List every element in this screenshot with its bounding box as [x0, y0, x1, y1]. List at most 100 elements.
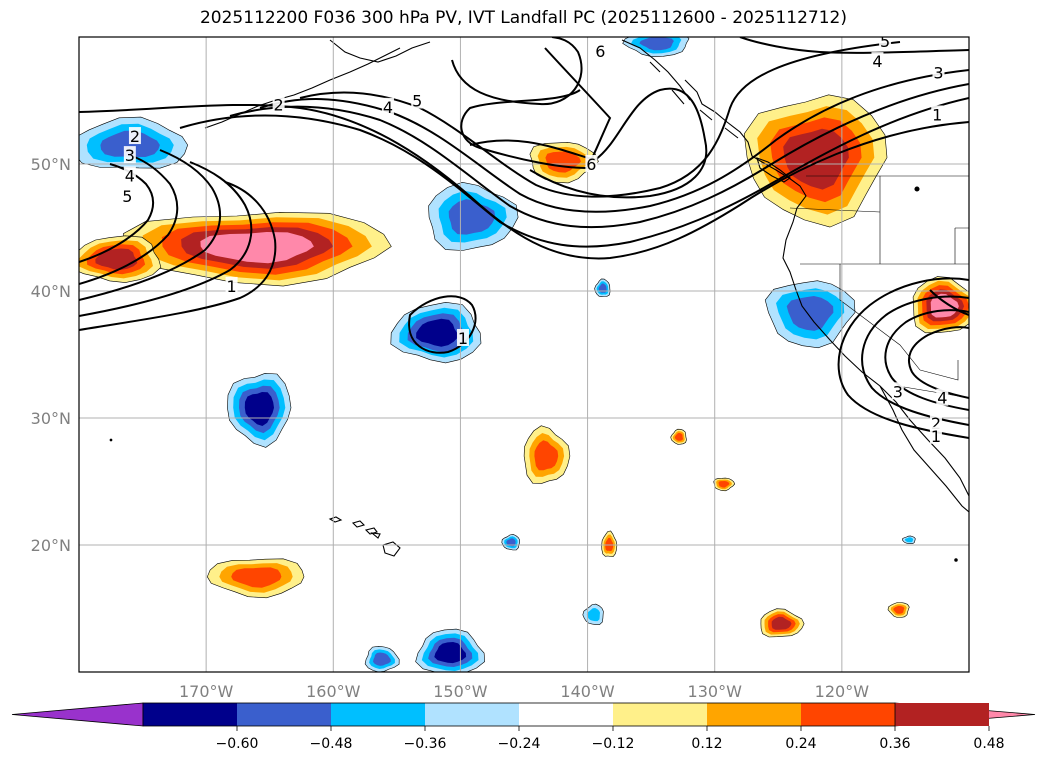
contour-label-halo [128, 127, 141, 145]
contour-label: 1 [932, 105, 942, 124]
colorbar-bin [519, 703, 613, 726]
latitude-tick-labels: 50°N 40°N 30°N 20°N [31, 155, 71, 555]
colorbar-bin [801, 703, 895, 726]
contour-label-halo [891, 382, 904, 400]
contour-label: 2 [130, 127, 140, 146]
pv-positive-south-20n [601, 530, 618, 557]
colorbar-tick-label: 0.48 [973, 736, 1004, 752]
longitude-tick-label: 160°W [306, 682, 361, 701]
pv-positive-nevada [912, 276, 969, 334]
pv-shade-level [231, 567, 282, 588]
coastline-alaska-peninsula [329, 39, 431, 63]
colorbar-bin [613, 703, 707, 726]
latitude-tick-label: 30°N [31, 409, 71, 428]
pv-shade-level [598, 283, 607, 293]
pv-positive-west-edge [79, 235, 162, 283]
contour-label: 4 [383, 98, 393, 117]
pv-positive-central-pacific [123, 211, 392, 287]
state-border-utah [954, 227, 969, 264]
contour-label: 3 [893, 382, 903, 401]
pv-shade-level [416, 318, 458, 347]
contour-label-halo [936, 388, 949, 406]
colorbar-bin [707, 703, 801, 726]
pv-contour-main-2 [179, 97, 969, 248]
pv-shade-level [534, 440, 559, 471]
pv-negative-30n [227, 372, 292, 448]
coastline-baja [879, 385, 969, 513]
contour-label-halo [931, 105, 944, 123]
pv-positive-13n [760, 608, 805, 638]
pv-contour-37n-loop [408, 295, 477, 354]
pv-negative-11n [364, 645, 400, 672]
latitude-tick-label: 40°N [31, 282, 71, 301]
pv-positive-south-17n [206, 558, 305, 599]
pv-contour-main-6 [469, 87, 708, 199]
pv-contour-layer [79, 37, 969, 439]
contour-label-halo [871, 52, 884, 70]
pv-shade-level [893, 606, 905, 614]
pv-positive-25n [713, 477, 736, 492]
colorbar-bin [895, 703, 989, 726]
colorbar-tick-label: −0.24 [498, 736, 541, 752]
map-frame [78, 36, 970, 673]
pv-negative-california [764, 280, 856, 349]
colorbar-bin [143, 703, 237, 726]
longitude-tick-label: 120°W [815, 682, 870, 701]
contour-label: 4 [937, 389, 947, 408]
coastline-layer [109, 39, 969, 562]
contour-label-halo [123, 166, 136, 184]
pv-contour-4-west [79, 155, 179, 285]
coastline-aleutians [204, 47, 401, 129]
pv-contour-east-3 [739, 37, 969, 54]
colorbar: −0.60 −0.48 −0.36 −0.24 −0.12 0.12 0.24 0.36 0.4… [11, 702, 1036, 752]
pv-contour-se-1 [837, 277, 969, 439]
pv-negative-12n [415, 628, 486, 672]
colorbar-tick-label: 0.24 [785, 736, 816, 752]
colorbar-extend-low [11, 702, 144, 727]
colorbar-tick-label: 0.36 [879, 736, 910, 752]
longitude-tick-label: 170°W [179, 682, 234, 701]
coastline-north-america [684, 79, 969, 497]
pv-shade-level [605, 537, 614, 551]
pv-contour-3-west [79, 149, 222, 301]
pv-contour-2-west [79, 161, 253, 317]
pv-shade-level [786, 296, 834, 331]
pv-shade-level [904, 537, 914, 543]
contour-label-halo [594, 41, 607, 59]
latitude-tick-label: 50°N [31, 155, 71, 174]
longitude-tick-label: 140°W [560, 682, 615, 701]
pv-shade-level [718, 481, 730, 488]
contour-label: 5 [122, 187, 132, 206]
contour-label: 6 [586, 155, 596, 174]
contour-label: 4 [872, 52, 882, 71]
pv-contour-gulf-7 [451, 37, 583, 106]
state-border-wa-or [789, 207, 881, 213]
contour-label: 5 [880, 32, 890, 51]
contour-label: 4 [125, 166, 135, 185]
contour-label-halo [929, 426, 942, 444]
pv-contour-east-4 [929, 289, 969, 316]
pv-positive-29n [670, 428, 687, 445]
contour-label-halo [123, 146, 136, 164]
pv-shade-level [586, 608, 600, 622]
coastline-alaska-islands [621, 39, 739, 139]
contour-label: 3 [933, 64, 943, 83]
pv-shade-level [674, 433, 683, 441]
contour-label-halo [456, 328, 469, 346]
colorbar-bin [331, 703, 425, 726]
colorbar-tick-label: −0.60 [216, 736, 259, 752]
pv-contour-se-2 [861, 295, 969, 426]
colorbar-tick-label: 0.12 [691, 736, 722, 752]
pv-contour-main-3 [229, 83, 969, 229]
colorbar-bin [425, 703, 519, 726]
colorbar-tick-label: −0.12 [592, 736, 635, 752]
contour-label-halo [381, 97, 394, 115]
pv-shade-level [373, 652, 391, 666]
contour-label-halo [121, 186, 134, 204]
pv-shade-level [506, 538, 516, 547]
contour-label: 5 [412, 92, 422, 111]
contour-label-halo [272, 95, 285, 113]
colorbar-bin [237, 703, 331, 726]
